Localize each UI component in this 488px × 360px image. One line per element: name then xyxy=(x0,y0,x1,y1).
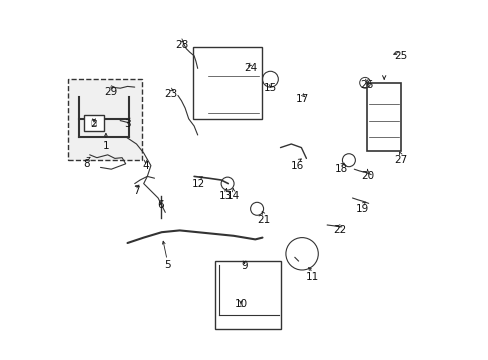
Text: 29: 29 xyxy=(104,87,117,97)
Text: 21: 21 xyxy=(257,215,270,225)
Text: 22: 22 xyxy=(333,225,346,235)
Text: 11: 11 xyxy=(305,272,319,282)
Text: ⬛: ⬛ xyxy=(239,301,242,307)
Text: 2: 2 xyxy=(90,119,97,129)
Text: 5: 5 xyxy=(163,260,170,270)
Text: 27: 27 xyxy=(394,155,407,165)
Text: 17: 17 xyxy=(295,94,308,104)
Bar xyxy=(366,83,400,151)
Text: 24: 24 xyxy=(244,63,257,73)
Text: 23: 23 xyxy=(164,89,177,99)
Text: 10: 10 xyxy=(234,299,247,309)
Text: 4: 4 xyxy=(142,161,148,171)
Text: 1: 1 xyxy=(102,141,109,151)
FancyBboxPatch shape xyxy=(215,261,280,329)
Text: 14: 14 xyxy=(226,191,240,201)
Text: 9: 9 xyxy=(241,261,247,271)
Text: 25: 25 xyxy=(394,51,407,61)
Text: 12: 12 xyxy=(191,179,204,189)
Text: 8: 8 xyxy=(83,159,90,169)
Text: 13: 13 xyxy=(219,191,232,201)
FancyBboxPatch shape xyxy=(193,47,261,119)
Text: 19: 19 xyxy=(355,204,368,214)
FancyBboxPatch shape xyxy=(68,79,142,160)
Text: 20: 20 xyxy=(360,171,373,181)
Text: 18: 18 xyxy=(334,164,347,174)
Text: 6: 6 xyxy=(157,200,164,210)
Text: 7: 7 xyxy=(133,186,140,196)
Text: 26: 26 xyxy=(360,80,373,90)
Text: 16: 16 xyxy=(290,161,304,171)
Text: □: □ xyxy=(90,120,97,126)
Text: 28: 28 xyxy=(175,40,188,50)
Text: 3: 3 xyxy=(124,119,131,129)
Text: 15: 15 xyxy=(263,83,277,93)
Bar xyxy=(84,115,104,131)
